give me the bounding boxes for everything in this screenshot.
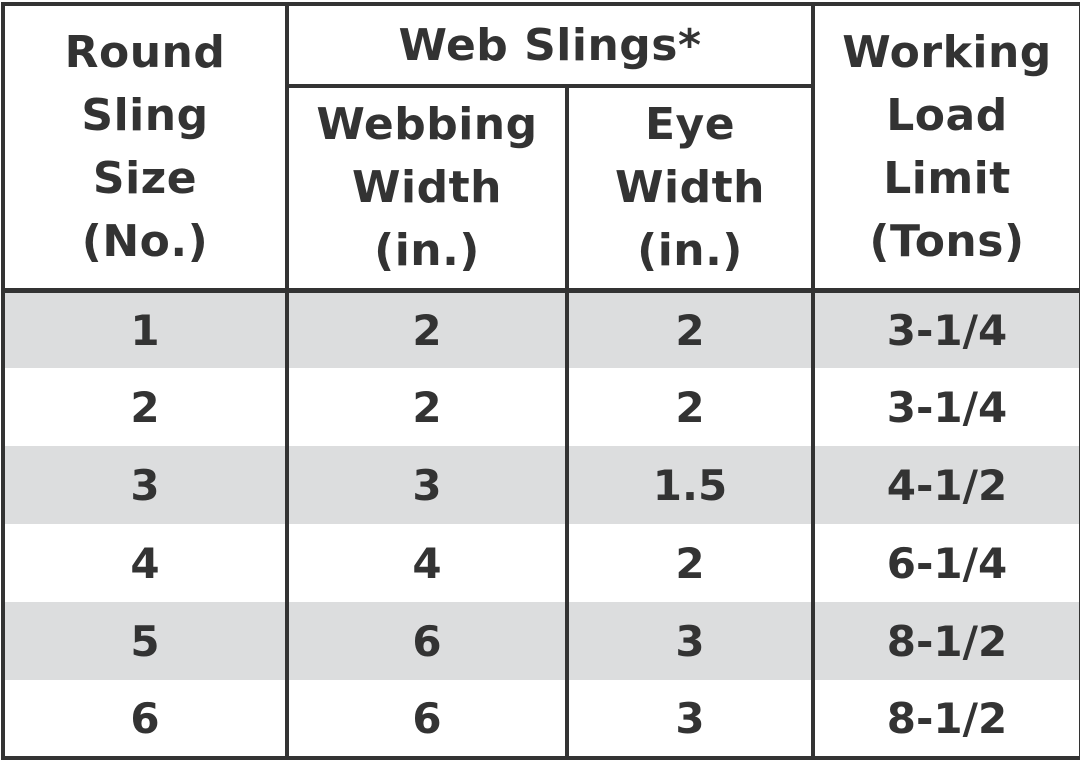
header-line: (Tons) (869, 215, 1025, 267)
header-line: Load (886, 89, 1008, 141)
cell-size: 6 (1, 680, 289, 760)
header-line: Eye (644, 99, 736, 151)
table-row: 4 4 2 6-1/4 (1, 524, 1080, 602)
table-row: 3 3 1.5 4-1/2 (1, 446, 1080, 524)
cell-webbing-width: 6 (285, 602, 569, 680)
header-working-load-limit: Working Load Limit (Tons) (811, 2, 1080, 292)
table-row: 6 6 3 8-1/2 (1, 680, 1080, 760)
cell-working-load-limit: 8-1/2 (811, 602, 1080, 680)
cell-eye-width: 3 (565, 602, 815, 680)
cell-eye-width: 2 (565, 287, 815, 368)
header-line: (in.) (637, 225, 743, 277)
header-line: Working (842, 26, 1052, 78)
header-line: (in.) (374, 225, 480, 277)
header-line: Web Slings* (398, 19, 702, 71)
header-line: Width (352, 162, 502, 214)
header-line: (No.) (81, 215, 209, 267)
cell-size: 4 (1, 524, 289, 602)
cell-working-load-limit: 8-1/2 (811, 680, 1080, 760)
header-webbing-width: Webbing Width (in.) (285, 84, 569, 293)
table-row: 5 6 3 8-1/2 (1, 602, 1080, 680)
header-line: Size (92, 152, 198, 204)
cell-size: 2 (1, 368, 289, 446)
cell-eye-width: 2 (565, 524, 815, 602)
table-row: 2 2 2 3-1/4 (1, 368, 1080, 446)
table-row: 1 2 2 3-1/4 (1, 287, 1080, 368)
header-round-sling-size: Round Sling Size (No.) (1, 2, 289, 292)
cell-size: 5 (1, 602, 289, 680)
header-line: Width (615, 162, 765, 214)
header-line: Round (64, 26, 226, 78)
cell-working-load-limit: 3-1/4 (811, 368, 1080, 446)
cell-working-load-limit: 4-1/2 (811, 446, 1080, 524)
header-line: Webbing (316, 99, 538, 151)
cell-webbing-width: 3 (285, 446, 569, 524)
header-line: Limit (883, 152, 1011, 204)
header-line: Sling (81, 89, 209, 141)
cell-eye-width: 3 (565, 680, 815, 760)
cell-working-load-limit: 3-1/4 (811, 287, 1080, 368)
cell-size: 3 (1, 446, 289, 524)
header-web-slings-group: Web Slings* (285, 2, 815, 88)
cell-size: 1 (1, 287, 289, 368)
cell-eye-width: 1.5 (565, 446, 815, 524)
cell-webbing-width: 6 (285, 680, 569, 760)
header-eye-width: Eye Width (in.) (565, 84, 815, 293)
cell-working-load-limit: 6-1/4 (811, 524, 1080, 602)
cell-webbing-width: 2 (285, 368, 569, 446)
cell-eye-width: 2 (565, 368, 815, 446)
cell-webbing-width: 2 (285, 287, 569, 368)
cell-webbing-width: 4 (285, 524, 569, 602)
